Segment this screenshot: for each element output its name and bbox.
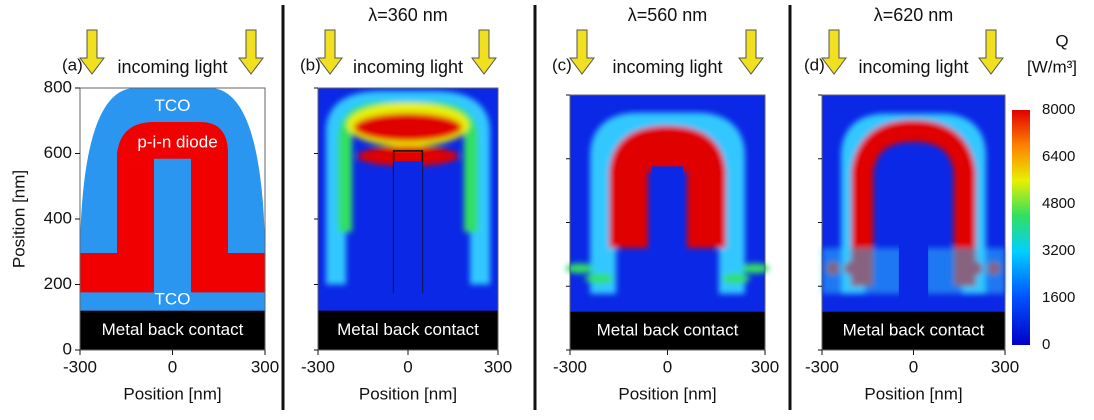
panel-label: (a) <box>62 55 83 74</box>
x-tick-label: -300 <box>553 357 587 376</box>
light-arrow <box>239 30 263 74</box>
field <box>354 113 462 141</box>
tco-label: TCO <box>155 290 191 309</box>
contact-label: Metal back contact <box>597 320 739 339</box>
panel-label: (c) <box>552 55 572 74</box>
colorbar-unit: [W/m³] <box>1027 57 1077 76</box>
x-axis-label: Position [nm] <box>123 384 221 403</box>
colorbar <box>1012 110 1030 345</box>
x-tick-label: 0 <box>909 357 918 376</box>
x-axis-label: Position [nm] <box>359 384 457 403</box>
y-axis-label: Position [nm] <box>9 170 28 268</box>
x-tick-label: 0 <box>403 357 412 376</box>
colorbar-tick-label: 6400 <box>1042 148 1075 165</box>
panel-title: λ=360 nm <box>368 5 448 25</box>
light-label: incoming light <box>353 57 463 77</box>
y-tick-label: 200 <box>44 274 72 293</box>
y-tick-label: 400 <box>44 208 72 227</box>
core <box>154 159 191 298</box>
y-tick-label: 0 <box>63 339 72 358</box>
light-label: incoming light <box>858 57 968 77</box>
x-tick-label: 300 <box>484 357 512 376</box>
x-tick-label: -300 <box>805 357 839 376</box>
core <box>652 166 683 299</box>
light-arrow <box>979 30 1003 74</box>
field <box>722 274 750 284</box>
field <box>585 274 613 284</box>
x-axis-label: Position [nm] <box>864 384 962 403</box>
x-tick-label: 300 <box>991 357 1019 376</box>
x-axis-label: Position [nm] <box>618 384 716 403</box>
y-tick-label: 600 <box>44 143 72 162</box>
colorbar-tick-label: 3200 <box>1042 242 1075 259</box>
contact-label: Metal back contact <box>102 320 244 339</box>
light-label: incoming light <box>612 57 722 77</box>
tco-label: TCO <box>155 96 191 115</box>
colorbar-tick-label: 4800 <box>1042 195 1075 212</box>
panel-title: λ=560 nm <box>628 5 708 25</box>
figure: TCO p-i-n diode TCO Metal back contact (a) in… <box>0 0 1094 415</box>
x-tick-label: -300 <box>63 357 97 376</box>
light-arrow <box>80 30 104 74</box>
colorbar-tick-label: 8000 <box>1042 101 1075 118</box>
core <box>394 161 423 297</box>
panel-label: (b) <box>300 55 321 74</box>
x-tick-label: 300 <box>751 357 779 376</box>
contact-label: Metal back contact <box>843 320 985 339</box>
colorbar-title: Q <box>1055 31 1068 50</box>
colorbar-tick-label: 1600 <box>1042 289 1075 306</box>
y-tick-label: 800 <box>44 77 72 96</box>
x-tick-label: 0 <box>168 357 177 376</box>
diode-label: p-i-n diode <box>137 133 217 152</box>
light-arrow <box>822 30 846 74</box>
core <box>899 166 928 299</box>
light-arrow <box>472 30 496 74</box>
light-arrow <box>570 30 594 74</box>
light-arrow <box>318 30 342 74</box>
light-arrow <box>739 30 763 74</box>
x-tick-label: -300 <box>301 357 335 376</box>
panel-title: λ=620 nm <box>874 5 954 25</box>
contact-label: Metal back contact <box>337 320 479 339</box>
colorbar-tick-label: 0 <box>1042 336 1050 353</box>
panel-label: (d) <box>804 55 825 74</box>
light-label: incoming light <box>117 57 227 77</box>
x-tick-label: 0 <box>663 357 672 376</box>
x-tick-label: 300 <box>251 357 279 376</box>
